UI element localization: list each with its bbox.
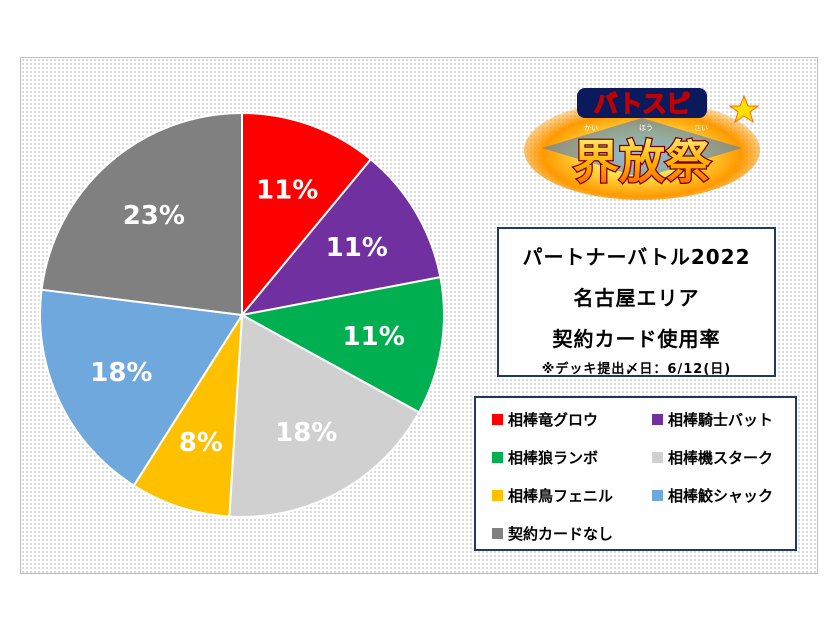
legend-item-1: 相棒騎士バット <box>652 409 773 429</box>
chart-subtitle-area: 名古屋エリア <box>573 286 700 310</box>
pie-label-5: 18% <box>90 358 152 388</box>
legend-item-6: 契約カードなし <box>492 523 613 543</box>
pie-label-4: 8% <box>179 428 223 458</box>
legend-swatch-3 <box>652 451 663 463</box>
legend-swatch-1 <box>652 413 663 425</box>
pie-slice-5 <box>39 288 244 487</box>
chart-title: パートナーバトル2022 <box>522 245 751 269</box>
legend-item-3: 相棒機スターク <box>652 447 773 467</box>
legend-swatch-6 <box>492 527 503 539</box>
pie-slice-6 <box>40 111 243 317</box>
legend-item-4: 相棒鳥フェニル <box>492 485 613 505</box>
legend-swatch-2 <box>492 451 503 463</box>
pie-slice-0 <box>241 111 373 318</box>
legend-swatch-4 <box>492 489 503 501</box>
pie-slice-1 <box>239 157 442 317</box>
pie-label-2: 11% <box>343 322 405 352</box>
legend-swatch-5 <box>652 489 663 501</box>
legend-label-3: 相棒機スターク <box>668 448 774 467</box>
legend-item-2: 相棒狼ランボ <box>492 447 598 467</box>
pie-label-6: 23% <box>123 201 185 231</box>
pie-slice-4 <box>132 314 243 518</box>
battle-spirits-logo: バトスピ かい ほう さい 界放祭 <box>524 88 760 200</box>
legend-swatch-0 <box>492 413 503 425</box>
chart-title-box: パートナーバトル2022 名古屋エリア 契約カード使用率 ※デッキ提出〆日：6/… <box>497 227 776 377</box>
legend: 相棒竜グロウ 相棒騎士バット 相棒狼ランボ 相棒機スターク 相棒鳥フェニル 相棒… <box>474 396 797 551</box>
logo-ruby-1: かい <box>584 124 598 132</box>
chart-subtitle-metric: 契約カード使用率 <box>552 327 721 351</box>
legend-item-0: 相棒竜グロウ <box>492 409 598 429</box>
legend-label-1: 相棒騎士バット <box>668 410 774 429</box>
legend-item-5: 相棒鮫シャック <box>652 485 773 505</box>
pie-label-0: 11% <box>256 176 318 206</box>
legend-label-5: 相棒鮫シャック <box>668 486 774 505</box>
pie-slice-2 <box>239 275 445 414</box>
pie-slice-3 <box>228 313 421 518</box>
pie-label-1: 11% <box>326 233 388 263</box>
logo-ruby-2: ほう <box>639 124 653 132</box>
logo-main-text: 界放祭 <box>573 135 712 189</box>
legend-label-2: 相棒狼ランボ <box>508 448 599 467</box>
legend-label-0: 相棒竜グロウ <box>508 410 599 429</box>
pie-label-3: 18% <box>275 418 337 448</box>
logo-ruby-3: さい <box>694 124 708 132</box>
logo-top-text: バトスピ <box>594 90 691 118</box>
legend-label-6: 契約カードなし <box>508 524 614 543</box>
legend-label-4: 相棒鳥フェニル <box>508 486 614 505</box>
chart-note: ※デッキ提出〆日：6/12(日) <box>541 362 732 377</box>
